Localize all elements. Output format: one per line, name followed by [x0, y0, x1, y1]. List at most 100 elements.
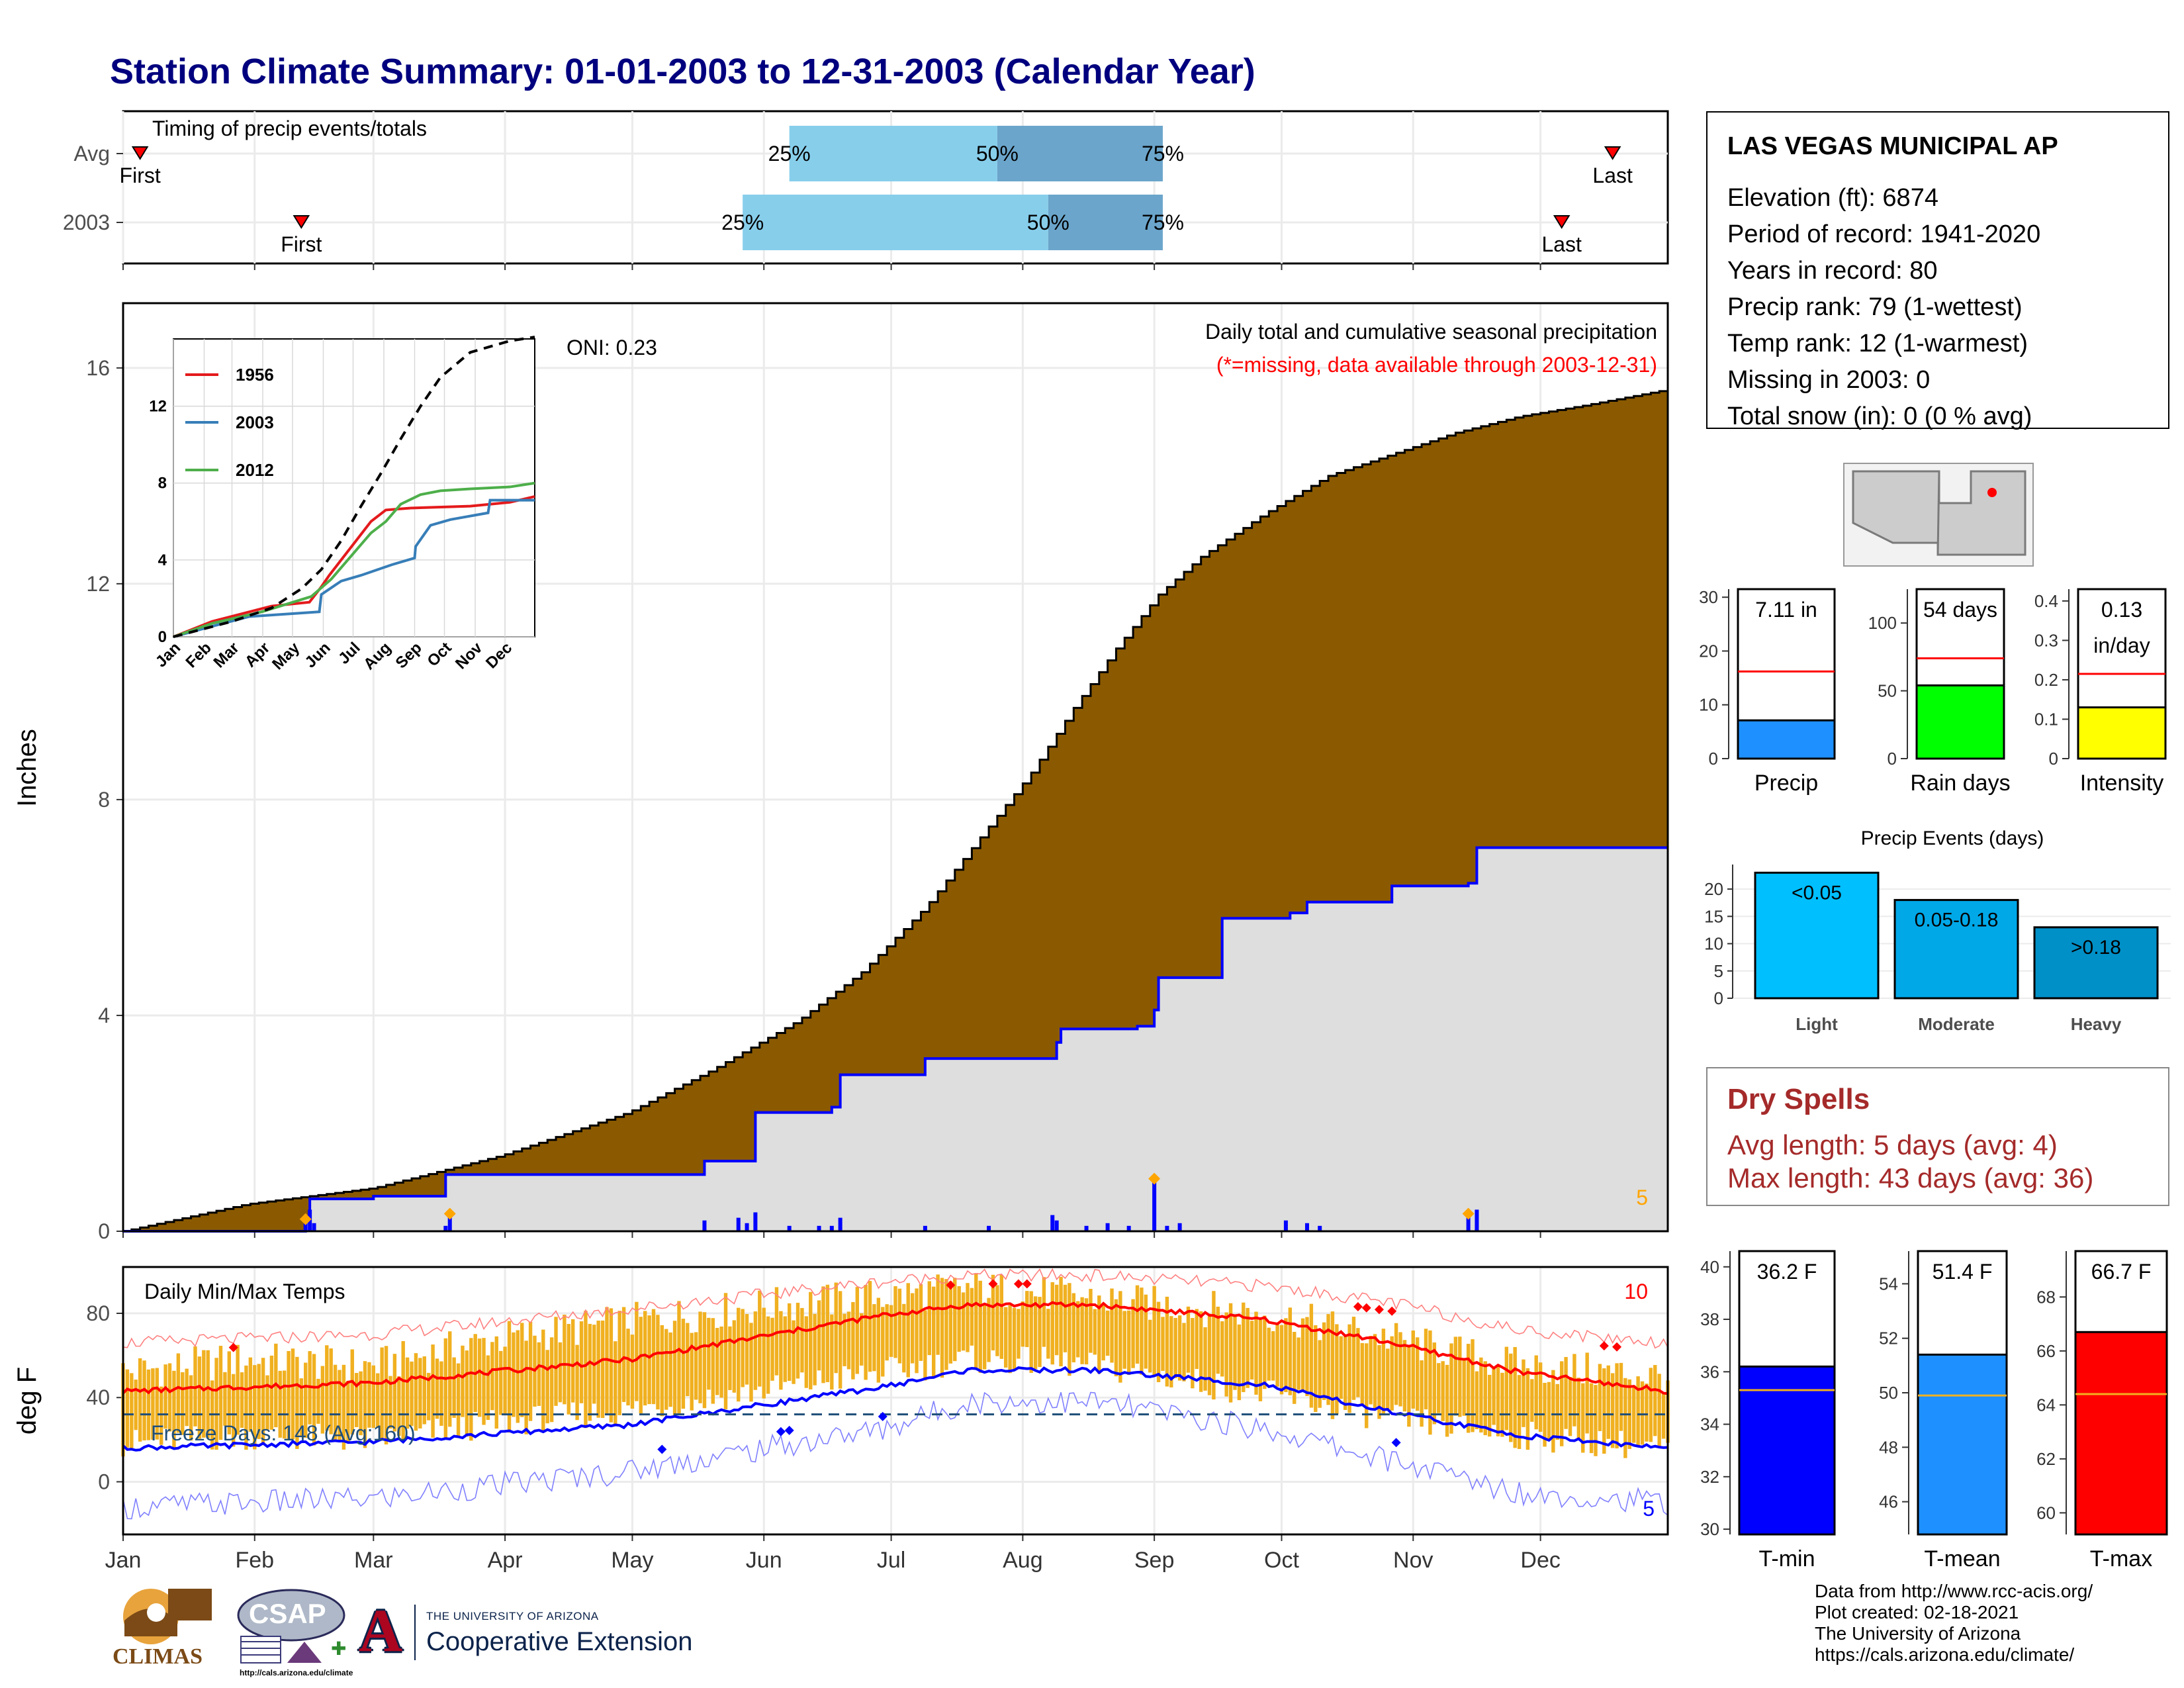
ua-block-a-icon: A	[358, 1597, 403, 1664]
daily-temp-bar	[732, 1320, 737, 1393]
daily-temp-bar	[134, 1380, 138, 1430]
daily-temp-bar	[1551, 1370, 1555, 1453]
daily-temp-bar	[1424, 1329, 1428, 1410]
daily-temp-bar	[338, 1370, 341, 1441]
daily-precip-bar	[1165, 1225, 1169, 1231]
daily-temp-bar	[282, 1370, 287, 1439]
inset-y-tick-label: 4	[158, 551, 167, 569]
daily-temp-bar	[202, 1350, 206, 1438]
daily-temp-bar	[558, 1342, 563, 1403]
daily-temp-bar	[371, 1365, 376, 1429]
daily-temp-bar	[1068, 1283, 1071, 1376]
daily-temp-bar	[563, 1314, 567, 1405]
daily-temp-bar	[864, 1285, 868, 1380]
summary-y-tick-label: 0	[1888, 749, 1897, 769]
month-tick-label: Nov	[1393, 1548, 1433, 1573]
daily-temp-bar	[1632, 1385, 1636, 1443]
summary-y-tick-label: 48	[1879, 1437, 1898, 1457]
daily-temp-bar	[970, 1288, 974, 1346]
summary-value-bar	[1737, 719, 1836, 760]
month-tick-label: Aug	[1003, 1548, 1043, 1573]
record-high-marker	[1353, 1302, 1363, 1312]
daily-temp-bar	[1471, 1339, 1475, 1432]
daily-temp-bar	[435, 1358, 439, 1419]
month-tick-label: Feb	[235, 1548, 274, 1573]
station-name: LAS VEGAS MUNICIPAL AP	[1727, 132, 2058, 160]
daily-temp-bar	[1513, 1346, 1517, 1448]
daily-temp-bar	[142, 1360, 146, 1440]
record-low-count: 5	[1643, 1497, 1655, 1521]
daily-temp-bar	[354, 1373, 359, 1427]
daily-temp-bar	[792, 1320, 796, 1384]
daily-precip-bar	[1304, 1223, 1309, 1231]
events-category-label: Heavy	[2071, 1014, 2122, 1034]
daily-temp-bar	[363, 1361, 367, 1448]
daily-temp-bar	[690, 1333, 694, 1411]
daily-precip-bar	[1152, 1180, 1157, 1231]
daily-temp-bar	[1330, 1311, 1335, 1419]
daily-temp-bar	[1059, 1276, 1063, 1367]
csap-logo: ✚ CSAP http://cals.arizona.edu/climate	[232, 1589, 353, 1681]
summary-y-tick-label: 64	[2036, 1395, 2056, 1415]
timing-marker-label: First	[281, 232, 322, 256]
timing-label: Timing of precip events/totals	[152, 117, 427, 140]
daily-temp-bar	[944, 1279, 948, 1370]
daily-temp-bar	[1606, 1365, 1610, 1439]
daily-temp-bar	[350, 1349, 354, 1435]
footer-line: Plot created: 02-18-2021	[1815, 1602, 2019, 1622]
daily-temp-bar	[817, 1300, 821, 1371]
daily-temp-bar	[1254, 1311, 1258, 1395]
summary-y-tick-label: 34	[1700, 1415, 1719, 1434]
timing-p75-label: 75%	[1142, 211, 1184, 234]
daily-temp-bar	[948, 1281, 953, 1364]
daily-temp-bar	[804, 1316, 809, 1388]
daily-temp-bar	[766, 1316, 770, 1394]
ua-divider	[414, 1605, 416, 1660]
daily-temp-bar	[1398, 1332, 1402, 1407]
daily-precip-bar	[745, 1223, 749, 1231]
daily-temp-bar	[719, 1326, 723, 1398]
daily-temp-bar	[1207, 1313, 1212, 1395]
summary-y-tick-label: 66	[2036, 1341, 2056, 1361]
daily-temp-bar	[1110, 1288, 1114, 1363]
daily-temp-bar	[1071, 1293, 1076, 1363]
daily-temp-bar	[541, 1329, 545, 1433]
daily-temp-bar	[1653, 1365, 1657, 1436]
month-tick-label: Apr	[488, 1548, 523, 1573]
daily-temp-bar	[1326, 1314, 1330, 1405]
daily-precip-bar	[923, 1225, 927, 1231]
record-high-marker	[1599, 1341, 1609, 1351]
daily-precip-bar	[753, 1212, 758, 1231]
summary-value-label: 66.7 F	[2091, 1260, 2152, 1284]
record-high-count: 10	[1624, 1280, 1648, 1303]
timing-bar-q1	[743, 195, 1048, 250]
daily-temp-bar	[316, 1378, 320, 1424]
record-high-marker	[1013, 1279, 1023, 1289]
daily-temp-bar	[240, 1372, 244, 1428]
daily-temp-bar	[855, 1287, 859, 1374]
events-bar	[2033, 926, 2159, 1000]
daily-temp-bar	[1140, 1288, 1144, 1375]
daily-temp-bar	[702, 1312, 707, 1409]
summary-y-tick-label: 62	[2036, 1449, 2056, 1469]
daily-temp-bar	[1131, 1299, 1135, 1368]
daily-precip-bar	[787, 1225, 792, 1231]
daily-temp-bar	[889, 1305, 893, 1357]
daily-temp-bar	[295, 1356, 299, 1449]
daily-temp-bar	[1284, 1318, 1288, 1392]
daily-temp-bar	[1572, 1354, 1576, 1427]
daily-temp-bar	[974, 1273, 978, 1369]
daily-temp-bar	[1080, 1297, 1084, 1364]
daily-temp-bar	[1381, 1329, 1386, 1416]
summary-value-label: 36.2 F	[1757, 1260, 1817, 1284]
freeze-days-label: Freeze Days: 148 (Avg:160)	[151, 1421, 416, 1445]
record-high-marker	[228, 1342, 238, 1352]
precip-record-marker	[299, 1213, 312, 1225]
timing-triangle-marker	[293, 215, 310, 229]
daily-temp-bar	[1645, 1383, 1649, 1442]
daily-temp-bar	[927, 1281, 931, 1356]
daily-temp-bar	[1126, 1310, 1131, 1376]
daily-temp-bar	[1576, 1378, 1581, 1439]
daily-temp-bar	[813, 1313, 817, 1385]
precip-y-tick-label: 8	[98, 788, 110, 812]
